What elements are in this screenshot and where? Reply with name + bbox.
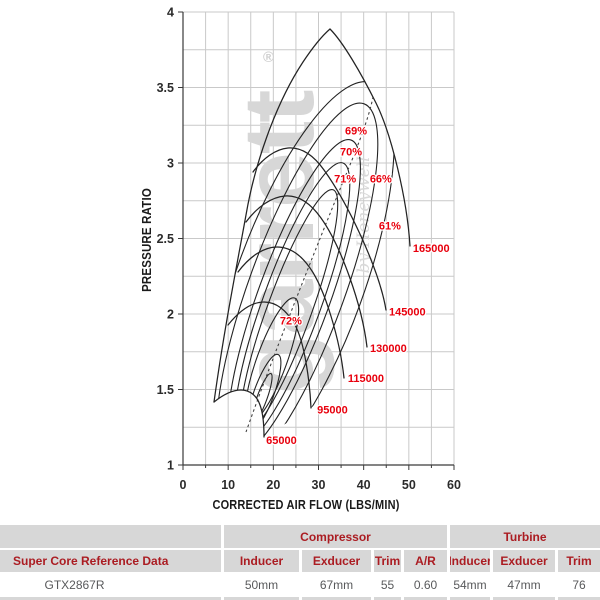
x-tick-label: 40: [357, 478, 371, 492]
table-row: GTX2867R 50mm 67mm 55 0.60 54mm 47mm 76: [0, 574, 600, 597]
column-header-comp-inducer: Inducer: [224, 550, 302, 572]
cell-turb-inducer: 54mm: [450, 574, 493, 596]
cell-comp-exducer: 67mm: [302, 574, 374, 596]
efficiency-contour: [215, 102, 379, 437]
column-header-ar: A/R: [404, 550, 450, 572]
y-tick-label: 1: [167, 459, 174, 473]
group-header-compressor: Compressor: [224, 525, 450, 548]
x-axis-title: CORRECTED AIR FLOW (LBS/MIN): [212, 498, 399, 512]
y-tick-label: 3: [167, 157, 174, 171]
column-header-turb-exducer: Exducer: [493, 550, 558, 572]
y-tick-label: 2.5: [157, 232, 174, 246]
x-tick-label: 0: [180, 478, 187, 492]
group-header-empty: [0, 525, 224, 548]
compressor-map-svg: ® garrett by Honeywell: [140, 6, 461, 513]
x-tick-label: 50: [402, 478, 416, 492]
speed-line-label: 95000: [317, 405, 348, 417]
cell-turb-exducer: 47mm: [493, 574, 558, 596]
x-tick-label: 20: [266, 478, 280, 492]
cell-comp-inducer: 50mm: [224, 574, 302, 596]
y-tick-label: 3.5: [157, 81, 174, 95]
cell-ar: 0.60: [404, 574, 450, 596]
speed-line: [245, 195, 368, 348]
efficiency-label: 61%: [379, 220, 401, 232]
speed-line: [252, 147, 387, 311]
efficiency-contour: [233, 162, 351, 437]
column-header-turb-trim: Trim: [558, 550, 600, 572]
efficiency-contours: [214, 81, 395, 437]
map-curves: [213, 28, 411, 438]
peak-efficiency-line: [245, 96, 374, 433]
speed-line: [227, 301, 312, 409]
group-header-turbine: Turbine: [450, 525, 600, 548]
speed-line-label: 115000: [348, 373, 384, 385]
column-header-comp-trim: Trim: [374, 550, 404, 572]
x-tick-label: 30: [312, 478, 326, 492]
y-tick-label: 1.5: [157, 383, 174, 397]
cell-part-number: GTX2867R: [0, 574, 224, 596]
y-tick-label: 2: [167, 308, 174, 322]
speed-line-label: 65000: [266, 435, 297, 447]
next-row-cutoff: [0, 597, 600, 600]
efficiency-label: 71%: [334, 174, 356, 186]
x-tick-label: 10: [221, 478, 235, 492]
column-header-reference: Super Core Reference Data: [0, 550, 224, 572]
speed-line-label: 145000: [389, 307, 426, 319]
efficiency-label: 70%: [340, 146, 362, 158]
speed-line-label: 165000: [413, 243, 450, 255]
column-header-turb-inducer: Inducer: [450, 550, 493, 572]
efficiency-label: 69%: [345, 125, 367, 137]
efficiency-label: 66%: [370, 174, 392, 186]
y-axis-title: PRESSURE RATIO: [140, 188, 155, 292]
spec-table: Compressor Turbine Super Core Reference …: [0, 525, 600, 600]
table-group-header-row: Compressor Turbine: [0, 525, 600, 548]
x-tick-label: 60: [447, 478, 461, 492]
table-column-header-row: Super Core Reference Data Inducer Exduce…: [0, 550, 600, 572]
speed-line: [329, 28, 411, 247]
axes: [178, 11, 455, 470]
column-header-comp-exducer: Exducer: [302, 550, 374, 572]
cell-comp-trim: 55: [374, 574, 404, 596]
speed-line-label: 130000: [370, 343, 407, 355]
speed-line: [213, 389, 265, 438]
efficiency-label: 72%: [280, 316, 302, 328]
compressor-map-chart: ® garrett by Honeywell: [140, 6, 461, 513]
cell-turb-trim: 76: [558, 574, 600, 596]
registered-mark-icon: ®: [263, 49, 274, 66]
speed-line: [237, 246, 345, 379]
y-tick-label: 4: [167, 6, 174, 20]
surge-line: [213, 28, 331, 403]
efficiency-contour: [227, 139, 361, 437]
chart-labels: 0 10 20 30 40 50 60 1 1.5 2 2.5 3 3.5 4 65000 95000 1150…: [157, 6, 461, 493]
